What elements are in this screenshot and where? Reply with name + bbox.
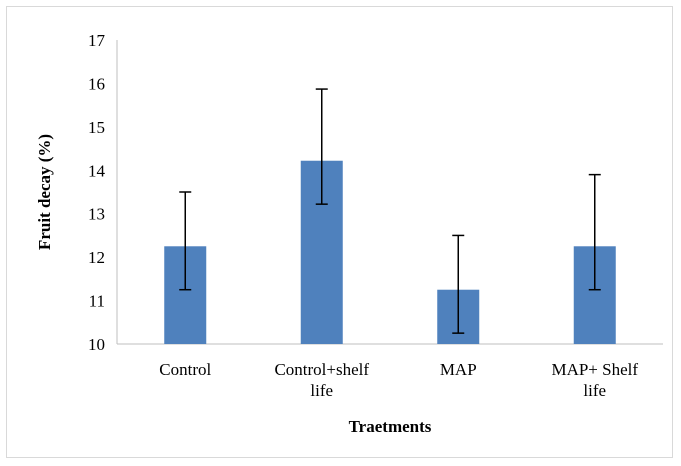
x-axis-title: Traetments [349,417,432,436]
y-axis-title: Fruit decay (%) [35,134,54,250]
y-tick-label: 17 [88,31,106,50]
y-tick-label: 16 [88,74,105,93]
plot-area [116,40,663,345]
y-tick-label: 12 [88,248,105,267]
y-tick-label: 14 [88,161,106,180]
x-tick-label: Control+shelf life [274,360,369,400]
error-bar [452,234,465,334]
x-tick-label: Control [159,360,211,379]
y-tick-label: 11 [89,292,105,311]
error-bar [315,88,328,205]
x-tick-label: MAP [440,360,477,379]
y-tick-label: 15 [88,118,105,137]
x-tick-label: MAP+ Shelf life [551,360,638,400]
y-axis-ticks: 10 11 12 13 14 15 16 17 [88,31,106,354]
y-tick-label: 10 [88,335,105,354]
error-bar [588,173,601,291]
error-bar [179,191,192,291]
y-tick-label: 13 [88,205,105,224]
bars [164,160,616,344]
error-bars [179,88,601,334]
x-axis-ticks: Control Control+shelf life MAP MAP+ Shelf lif… [159,360,638,400]
